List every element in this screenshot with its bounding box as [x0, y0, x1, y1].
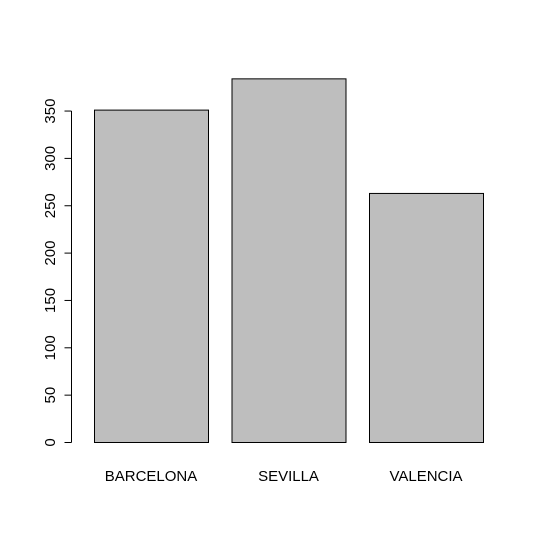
category-label-valencia: VALENCIA: [389, 468, 462, 485]
x-axis-labels: BARCELONA SEVILLA VALENCIA: [105, 468, 463, 485]
y-tick-label-50: 50: [42, 387, 59, 404]
y-tick-label-200: 200: [42, 241, 59, 266]
bars-group: [94, 78, 484, 444]
y-tick-label-0: 0: [42, 438, 59, 446]
bar-sevilla: [231, 78, 347, 444]
y-axis: 0 50 100 150 200 250 300 350: [42, 99, 72, 447]
y-tick-label-300: 300: [42, 146, 59, 171]
y-tick-label-100: 100: [42, 335, 59, 360]
bar-valencia: [369, 192, 484, 443]
category-label-sevilla: SEVILLA: [258, 468, 319, 485]
y-tick-label-250: 250: [42, 193, 59, 218]
category-label-barcelona: BARCELONA: [105, 468, 198, 485]
y-tick-label-350: 350: [42, 99, 59, 124]
y-tick-label-150: 150: [42, 288, 59, 313]
bar-barcelona: [94, 109, 209, 443]
